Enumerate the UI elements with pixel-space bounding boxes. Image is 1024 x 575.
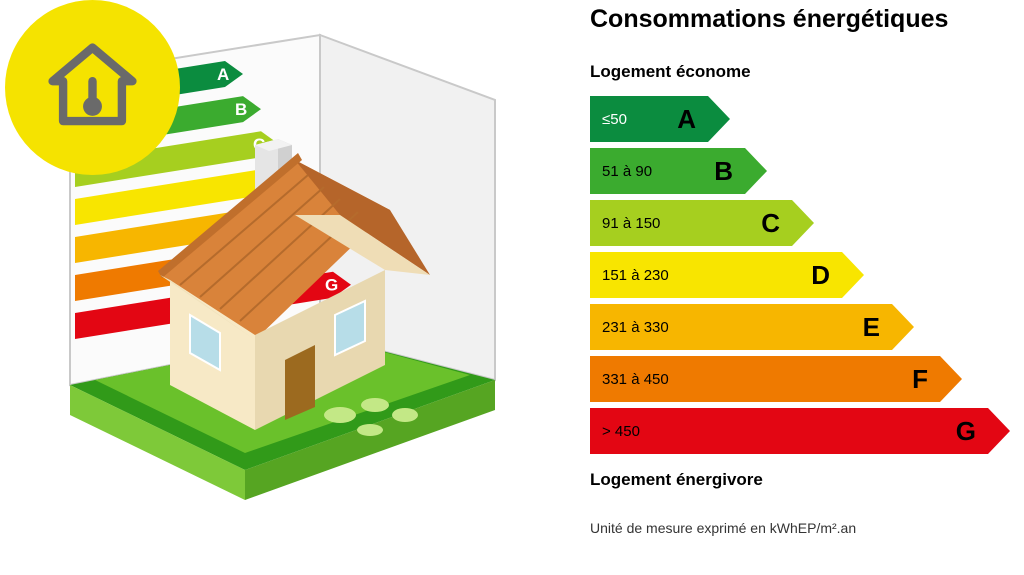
subtitle-econome: Logement économe [590, 62, 1020, 82]
energy-bar-letter: A [677, 104, 696, 135]
energy-bar-letter: E [863, 312, 880, 343]
energy-bar-B: 51 à 90 B [590, 148, 1020, 194]
energy-bar-letter: C [761, 208, 780, 239]
energy-bar-C: 91 à 150 C [590, 200, 1020, 246]
energy-bar-body: > 450 G [590, 408, 988, 454]
left-illustration: ABCDEFG [0, 0, 510, 575]
energy-bar-body: 331 à 450 F [590, 356, 940, 402]
wall-bar-letter-G: G [325, 276, 338, 295]
wall-bar-letter-B: B [235, 100, 247, 119]
energy-bar-range: 231 à 330 [602, 319, 669, 336]
energy-bar-range: 51 à 90 [602, 163, 652, 180]
subtitle-energivore: Logement énergivore [590, 470, 1020, 490]
energy-bar-arrow [708, 96, 730, 142]
energy-bar-A: ≤50 A [590, 96, 1020, 142]
energy-bars: ≤50 A 51 à 90 B 91 à 150 C 151 à 230 D 231 à 330… [590, 96, 1020, 454]
energy-bar-body: ≤50 A [590, 96, 708, 142]
energy-bar-E: 231 à 330 E [590, 304, 1020, 350]
energy-bar-range: 151 à 230 [602, 267, 669, 284]
energy-bar-arrow [745, 148, 767, 194]
energy-bar-arrow [792, 200, 814, 246]
panel-title: Consommations énergétiques [590, 5, 1020, 34]
energy-bar-arrow [892, 304, 914, 350]
energy-bar-range: 91 à 150 [602, 215, 660, 232]
energy-bar-body: 51 à 90 B [590, 148, 745, 194]
energy-label-panel: Consommations énergétiques Logement écon… [590, 0, 1020, 575]
energy-bar-body: 91 à 150 C [590, 200, 792, 246]
energy-bar-D: 151 à 230 D [590, 252, 1020, 298]
infographic-canvas: ABCDEFG [0, 0, 1024, 575]
energy-bar-range: 331 à 450 [602, 371, 669, 388]
energy-bar-body: 231 à 330 E [590, 304, 892, 350]
energy-bar-range: ≤50 [602, 111, 627, 128]
energy-bar-arrow [940, 356, 962, 402]
energy-bar-range: > 450 [602, 423, 640, 440]
wall-bar-letter-A: A [217, 65, 229, 84]
energy-bar-letter: G [956, 416, 976, 447]
energy-bar-letter: B [714, 156, 733, 187]
energy-bar-body: 151 à 230 D [590, 252, 842, 298]
house-thermometer-icon [40, 35, 145, 140]
energy-bar-arrow [842, 252, 864, 298]
energy-badge-icon [5, 0, 180, 175]
energy-bar-letter: D [811, 260, 830, 291]
energy-bar-G: > 450 G [590, 408, 1020, 454]
energy-bar-letter: F [912, 364, 928, 395]
energy-bar-arrow [988, 408, 1010, 454]
energy-bar-F: 331 à 450 F [590, 356, 1020, 402]
unit-text: Unité de mesure exprimé en kWhEP/m².an [590, 520, 1020, 536]
